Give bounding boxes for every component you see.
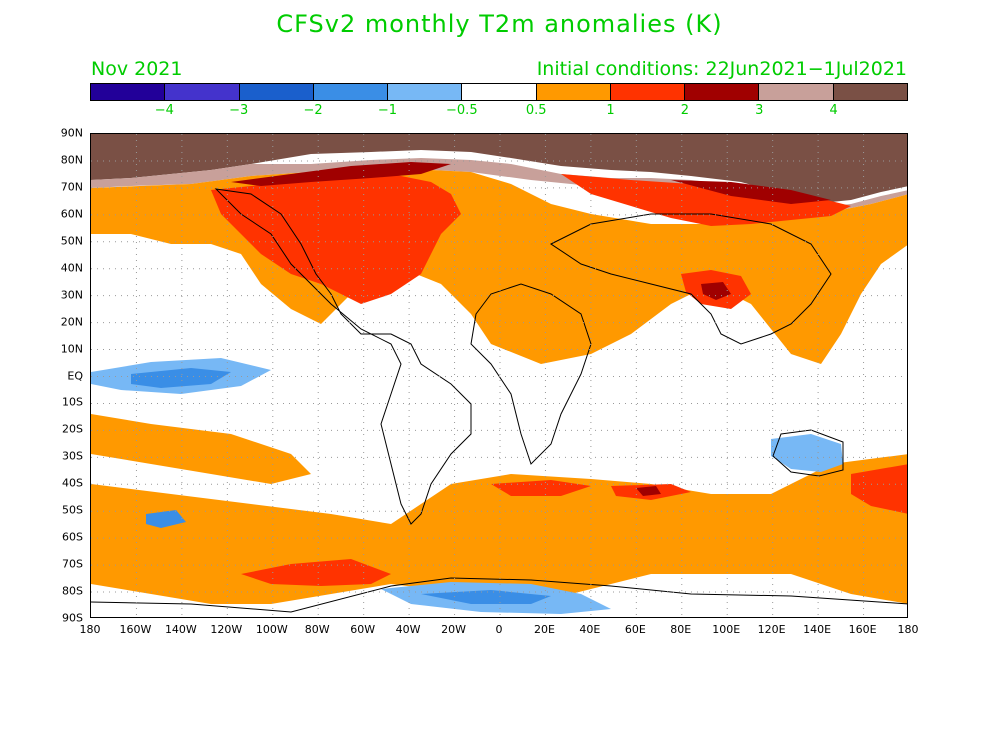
latitude-tick-label: EQ [67,369,83,382]
longitude-tick-label: 60E [624,623,646,636]
arctic-dark-red [231,162,831,204]
latitude-tick-label: 50N [60,234,83,248]
legend-swatch [610,84,686,100]
valid-month: Nov 2021 [91,58,183,80]
tibet-hot-spot [701,282,731,300]
legend-tick-label: 0.5 [525,103,547,118]
legend-tick-label: −2 [303,103,323,118]
longitude-tick-label: 160E [848,623,877,636]
north-america-warm-core [211,174,461,304]
longitude-tick-label: 0 [495,623,503,636]
longitude-tick-label: 120E [757,623,786,636]
longitude-tick-label: 80W [304,623,330,636]
longitude-tick-label: 140E [803,623,832,636]
longitude-tick-label: 160W [119,623,152,636]
longitude-tick-label: 120W [210,623,243,636]
legend-swatch [462,84,537,100]
longitude-tick-label: 60W [350,623,376,636]
latitude-tick-label: 90N [60,126,83,140]
legend-swatch [833,84,907,100]
siberia-warm-core [561,174,851,226]
color-legend-bar [90,83,908,101]
latitude-tick-label: 80N [60,153,83,167]
anomaly-map [90,133,908,618]
legend-tick-label: 3 [755,103,764,118]
antarctica-cool-core [421,590,551,604]
longitude-tick-label: 40E [579,623,601,636]
graticule [91,134,907,617]
longitude-tick-label: 100W [255,623,288,636]
longitude-tick-label: 20W [441,623,466,636]
latitude-tick-label: 60S [62,530,83,544]
legend-tick-label: 1 [606,103,615,118]
legend-tick-label: 4 [829,103,838,118]
latitude-tick-label: 30S [62,449,83,463]
latitude-tick-label: 10S [62,395,83,409]
legend-swatch [239,84,314,100]
latitude-tick-label: 80S [62,584,83,598]
latitude-tick-label: 90S [62,611,83,625]
latitude-tick-label: 20N [60,315,83,329]
latitude-tick-label: 40S [62,476,83,490]
anomaly-map-svg [91,134,907,617]
initial-conditions: Initial conditions: 22Jun2021−1Jul2021 [536,58,907,80]
legend-tick-label: −3 [229,103,249,118]
legend-swatch [91,84,166,100]
latitude-tick-label: 50S [62,503,83,517]
legend-swatch [388,84,463,100]
legend-swatch [759,84,834,100]
latitude-tick-label: 30N [60,288,83,302]
latitude-tick-label: 70S [62,557,83,571]
coastlines [91,188,907,613]
equatorial-pacific-cool-core [131,368,231,388]
longitude-tick-label: 100E [712,623,741,636]
legend-tick-label: 2 [680,103,690,118]
arctic-edge-light [91,158,907,212]
longitude-tick-label: 20E [533,623,555,636]
legend-tick-label: −0.5 [446,103,478,118]
legend-swatch [165,84,240,100]
latitude-tick-label: 70N [60,180,83,194]
southern-ocean-warm-core [241,464,907,586]
legend-swatch [536,84,611,100]
latitude-tick-label: 60N [60,207,83,221]
legend-swatch [685,84,760,100]
color-legend-labels: −4 −3 −2 −1 −0.5 0.5 1 2 3 4 [90,103,908,121]
longitude-tick-label: 180 [897,623,919,636]
pacific-cool-patch [146,510,186,528]
australia-cool-anomaly [771,434,843,472]
latitude-tick-label: 20S [62,422,83,436]
longitude-tick-label: 180 [79,623,101,636]
map-title: CFSv2 monthly T2m anomalies (K) [276,10,723,38]
longitude-tick-label: 140W [164,623,197,636]
latitude-tick-label: 10N [60,342,83,356]
legend-swatch [313,84,389,100]
longitude-tick-label: 40W [395,623,421,636]
latitude-tick-label: 40N [60,261,83,275]
southern-ocean-hot-spot [636,486,661,496]
longitude-tick-label: 80E [670,623,692,636]
south-pacific-warm [91,414,311,484]
legend-tick-label: −1 [377,103,398,118]
legend-tick-label: −4 [154,103,174,118]
arctic-anomaly-field [91,134,907,202]
